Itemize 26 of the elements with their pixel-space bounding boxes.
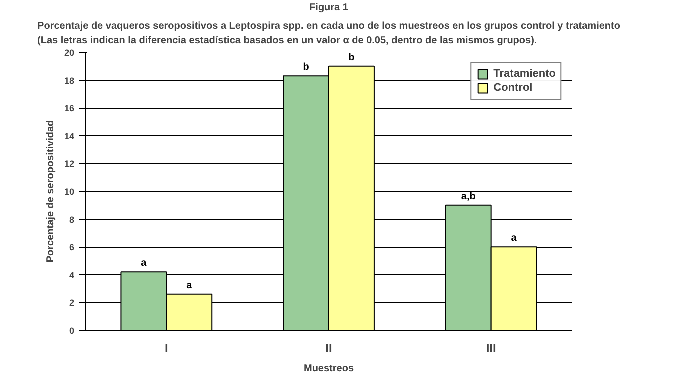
annotation: b [348,52,355,64]
x-tick-label: I [165,342,168,356]
y-tick-label: 12 [64,159,75,170]
y-tick-label: 0 [69,326,75,336]
annotation: a [186,280,193,292]
annotation: a,b [461,191,476,202]
y-tick-label: 14 [64,131,75,142]
y-tick-label: 4 [69,270,75,280]
legend-label: Control [494,82,533,94]
chart-subtitle: Porcentaje de vaqueros seropositivos a Leptospira spp. en cada uno de los muestreos en los grupos control y tratamiento (Las letras indican la diferencia estadística basados en un valor α de 0.05, dentro de las mismos grupos). [38,21,620,46]
y-tick-label: 10 [64,187,75,197]
legend-label: Tratamiento [494,68,556,80]
annotation: a [511,233,518,244]
x-tick-label: II [326,342,332,356]
y-axis-title: Porcentaje de seropositividad [45,120,56,263]
annotation: a [141,258,148,270]
y-tick-label: 20 [64,48,75,58]
x-axis-title: Muestreos [304,364,354,374]
y-tick-label: 6 [69,242,75,253]
y-tick-label: 16 [64,104,75,114]
annotation: b [303,62,310,74]
y-tick-label: 8 [69,214,75,225]
y-tick-label: 2 [69,298,75,308]
y-tick-label: 18 [64,76,75,86]
x-tick-label: III [486,342,496,356]
chart-title: Figura 1 [310,2,349,14]
